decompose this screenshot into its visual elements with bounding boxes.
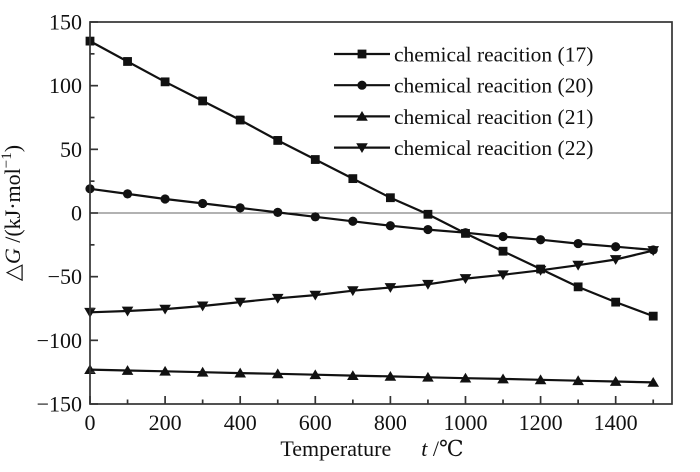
svg-text:−100: −100 xyxy=(37,328,82,353)
legend-label: chemical reacition (22) xyxy=(394,136,593,160)
svg-text:400: 400 xyxy=(224,410,257,435)
svg-text:−50: −50 xyxy=(48,264,82,289)
svg-text:0: 0 xyxy=(71,201,82,226)
svg-text:1000: 1000 xyxy=(443,410,487,435)
series-line xyxy=(89,187,654,251)
x-tick-labels: 0 200 400 600 800 1000 1200 1400 xyxy=(85,410,638,435)
svg-text:−150: −150 xyxy=(37,392,82,417)
x-axis-label: Temperature t /℃ xyxy=(280,436,463,461)
series-triangle-up xyxy=(84,364,660,387)
svg-text:200: 200 xyxy=(149,410,182,435)
legend-label: chemical reacition (21) xyxy=(394,105,593,129)
y-axis-label: △G /(kJ·mol−1) xyxy=(0,145,25,281)
svg-text:1200: 1200 xyxy=(519,410,563,435)
series-line xyxy=(89,368,654,384)
series-line xyxy=(89,40,654,318)
svg-text:100: 100 xyxy=(49,73,82,98)
svg-text:800: 800 xyxy=(374,410,407,435)
svg-text:1400: 1400 xyxy=(594,410,638,435)
series-circle xyxy=(85,184,658,255)
legend-label: chemical reacition (20) xyxy=(394,74,593,98)
svg-text:0: 0 xyxy=(85,410,96,435)
legend-label: chemical reacition (17) xyxy=(394,43,593,67)
svg-text:50: 50 xyxy=(60,137,82,162)
legend: chemical reacition (17) chemical reacitio… xyxy=(334,43,593,160)
y-tick-labels: 150 100 50 0 −50 −100 −150 xyxy=(37,10,82,417)
axis-ticks xyxy=(89,21,655,405)
svg-text:150: 150 xyxy=(49,10,82,35)
series-triangle-down xyxy=(84,246,660,318)
svg-text:600: 600 xyxy=(299,410,332,435)
series-line xyxy=(89,249,654,314)
